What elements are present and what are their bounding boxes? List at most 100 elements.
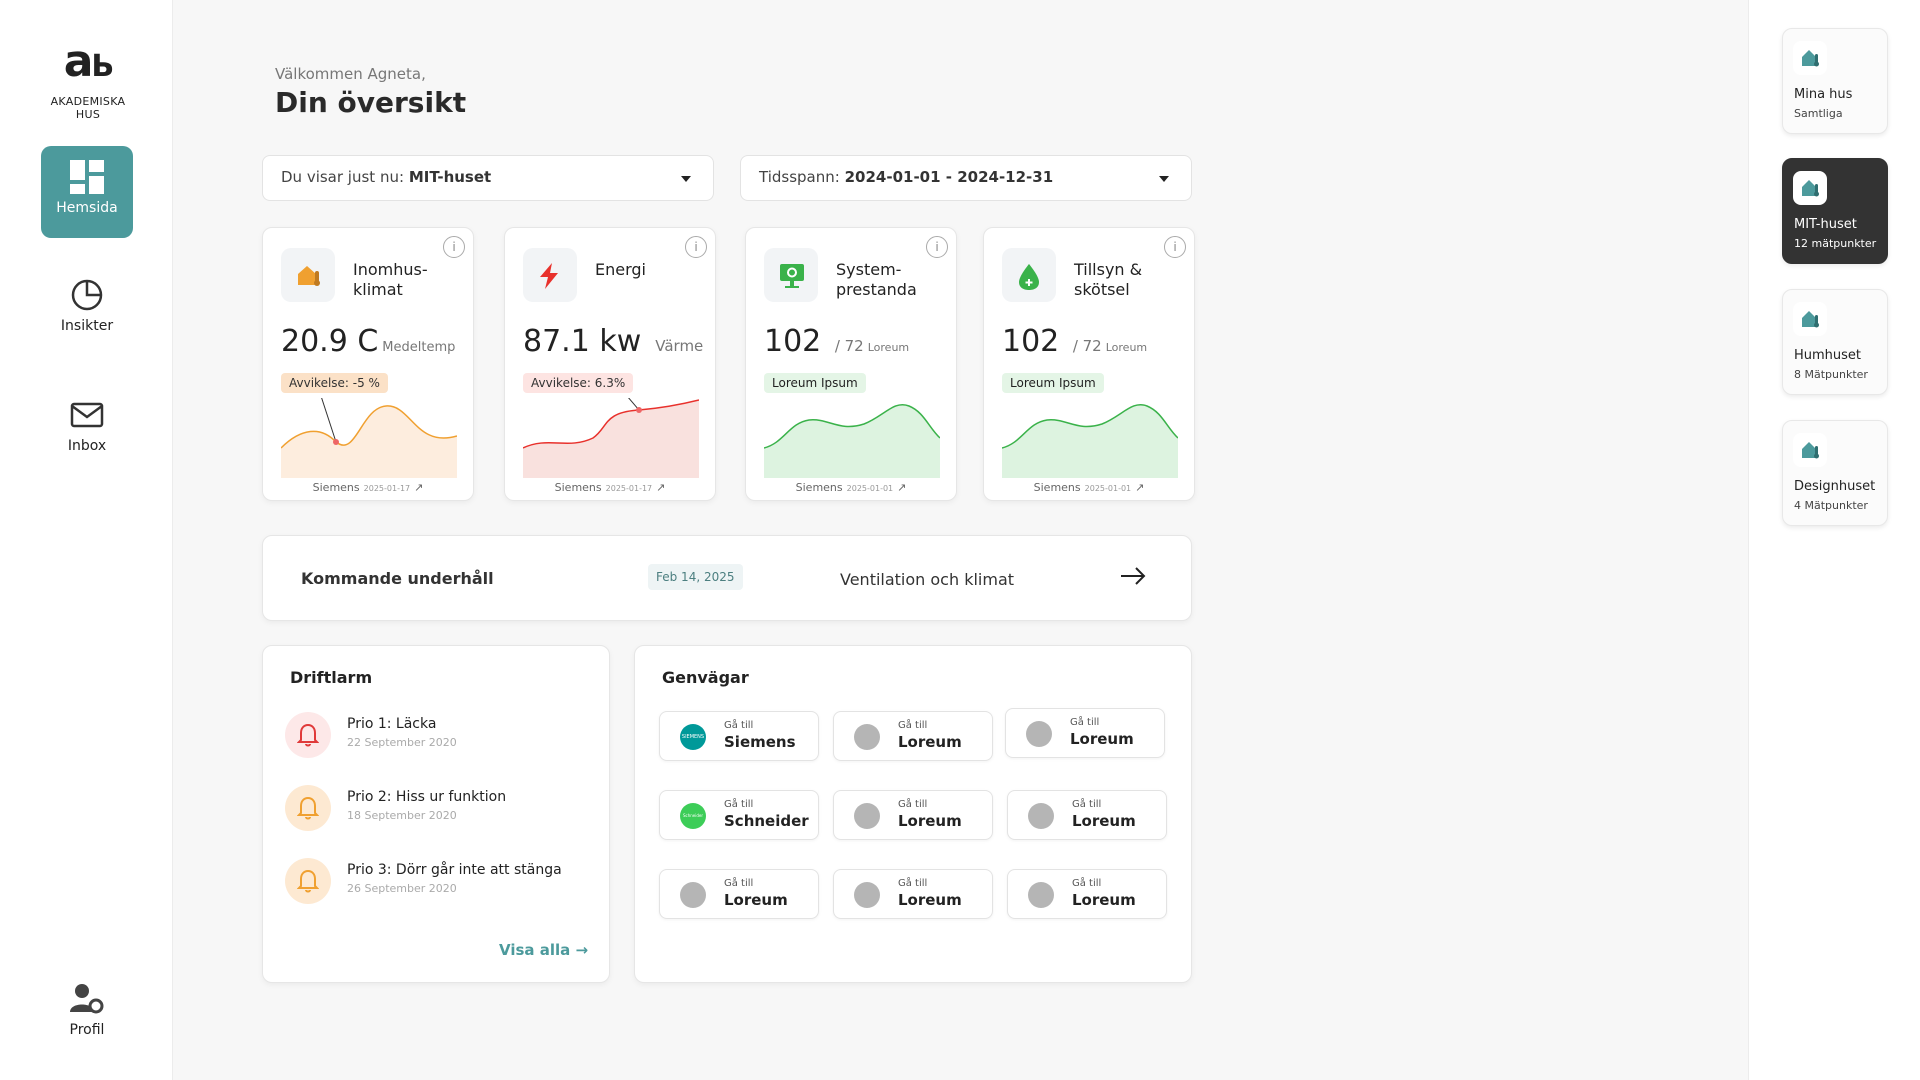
shortcut-goto: Gå till: [1072, 878, 1102, 889]
kpi-value: 20.9 C Medeltemp: [281, 324, 455, 359]
kpi-card-inomhusklimat[interactable]: Inomhus-klimat i 20.9 C Medeltemp Avvikel…: [262, 227, 474, 501]
building-icon-box: [1793, 433, 1827, 467]
info-icon[interactable]: i: [926, 236, 948, 258]
alarms-title: Driftlarm: [290, 668, 373, 687]
shortcut-goto: Gå till: [898, 878, 928, 889]
building-card-mit-huset[interactable]: MIT-huset 12 mätpunkter: [1782, 158, 1888, 264]
shortcut-item[interactable]: Gå till Loreum: [659, 869, 819, 919]
nav-label-hemsida: Hemsida: [56, 200, 118, 216]
alarm-title: Prio 1: Läcka: [347, 716, 437, 732]
alarm-item[interactable]: Prio 3: Dörr går inte att stänga 26 Sept…: [285, 858, 585, 908]
dashboard-icon: [70, 160, 104, 194]
shortcut-item[interactable]: Gå till Loreum: [1005, 708, 1165, 758]
building-sub: 4 Mätpunkter: [1794, 499, 1868, 512]
external-link-icon[interactable]: ↗: [656, 481, 666, 494]
kpi-value: 87.1 kw Värme: [523, 324, 703, 359]
shortcut-name: Loreum: [1072, 891, 1136, 909]
shortcut-name: Loreum: [724, 891, 788, 909]
alarm-date: 26 September 2020: [347, 882, 457, 895]
nav-item-insikter[interactable]: Insikter: [41, 264, 133, 356]
kpi-sparkline: [281, 398, 457, 478]
building-icon-box: [1793, 171, 1827, 205]
info-icon[interactable]: i: [443, 236, 465, 258]
building-value: MIT-huset: [408, 168, 492, 186]
logo[interactable]: aЬ AKADEMISKA HUS: [38, 36, 138, 122]
kpi-unit-small: Loreum: [1105, 341, 1148, 354]
alarm-item[interactable]: Prio 2: Hiss ur funktion 18 September 20…: [285, 785, 585, 835]
siemens-logo-icon: SIEMENS: [680, 724, 706, 750]
shortcut-schneider[interactable]: Schneider Gå till Schneider: [659, 790, 819, 840]
nav-label-profil: Profil: [69, 1022, 105, 1038]
shortcut-item[interactable]: Gå till Loreum: [833, 711, 993, 761]
timespan-dropdown-text: Tidsspann: 2024-01-01 - 2024-12-31: [759, 168, 1053, 186]
mail-icon: [70, 402, 104, 428]
alarm-icon-circle: [285, 712, 331, 758]
info-icon[interactable]: i: [1164, 236, 1186, 258]
nav-item-hemsida[interactable]: Hemsida: [41, 146, 133, 238]
pie-chart-icon: [71, 279, 103, 311]
house-temperature-icon: [1802, 50, 1819, 67]
nav-item-profil[interactable]: Profil: [41, 968, 133, 1060]
chevron-down-icon: [1159, 176, 1169, 182]
shortcut-siemens[interactable]: SIEMENS Gå till Siemens: [659, 711, 819, 761]
building-name: Mina hus: [1794, 87, 1853, 102]
kpi-icon-box: [764, 248, 818, 302]
kpi-icon-box: [523, 248, 577, 302]
placeholder-logo-icon: [1028, 803, 1054, 829]
shortcut-item[interactable]: Gå till Loreum: [833, 869, 993, 919]
building-name: MIT-huset: [1794, 217, 1857, 232]
placeholder-logo-icon: [1026, 721, 1052, 747]
maintenance-card[interactable]: Kommande underhåll Feb 14, 2025 Ventilat…: [262, 535, 1192, 621]
building-sub: 8 Mätpunkter: [1794, 368, 1868, 381]
shortcut-name: Loreum: [898, 891, 962, 909]
kpi-unit-small: Loreum: [867, 341, 910, 354]
arrow-right-icon[interactable]: [1120, 566, 1146, 586]
kpi-card-energi[interactable]: Energi i 87.1 kw Värme Avvikelse: 6.3% Si…: [504, 227, 716, 501]
building-prefix: Du visar just nu:: [281, 168, 405, 186]
shortcut-name: Loreum: [1070, 730, 1134, 748]
shortcut-item[interactable]: Gå till Loreum: [1007, 790, 1167, 840]
kpi-date: 2025-01-01: [1084, 484, 1132, 493]
kpi-unit: / 72: [834, 337, 864, 355]
maintenance-date: Feb 14, 2025: [648, 564, 743, 590]
logo-mark: aЬ: [63, 36, 115, 87]
kpi-card-systemprestanda[interactable]: System-prestanda i 102 / 72 Loreum Loreum…: [745, 227, 957, 501]
kpi-sparkline: [764, 403, 940, 478]
shortcut-goto: Gå till: [724, 878, 754, 889]
page-title: Din översikt: [275, 86, 467, 119]
house-temperature-icon: [1802, 442, 1819, 459]
alarm-date: 18 September 2020: [347, 809, 457, 822]
building-card-humhuset[interactable]: Humhuset 8 Mätpunkter: [1782, 289, 1888, 395]
building-card-mina-hus[interactable]: Mina hus Samtliga: [1782, 28, 1888, 134]
kpi-unit: Värme: [655, 337, 704, 355]
external-link-icon[interactable]: ↗: [1135, 481, 1145, 494]
building-card-designhuset[interactable]: Designhuset 4 Mätpunkter: [1782, 420, 1888, 526]
nav-item-inbox[interactable]: Inbox: [41, 384, 133, 476]
kpi-date: 2025-01-17: [605, 484, 653, 493]
info-icon[interactable]: i: [685, 236, 707, 258]
shortcut-name: Siemens: [724, 733, 796, 751]
status-badge: Loreum Ipsum: [1002, 373, 1104, 393]
shortcut-goto: Gå till: [724, 720, 754, 731]
kpi-icon-box: [281, 248, 335, 302]
show-all-label: Visa alla: [499, 941, 571, 959]
shortcut-goto: Gå till: [1070, 717, 1100, 728]
shortcut-name: Schneider: [724, 812, 809, 830]
kpi-title: Inomhus-klimat: [353, 260, 428, 299]
shortcut-item[interactable]: Gå till Loreum: [833, 790, 993, 840]
shortcut-name: Loreum: [1072, 812, 1136, 830]
alarm-item[interactable]: Prio 1: Läcka 22 September 2020: [285, 712, 585, 762]
external-link-icon[interactable]: ↗: [897, 481, 907, 494]
shortcut-goto: Gå till: [898, 799, 928, 810]
left-sidebar: aЬ AKADEMISKA HUS Hemsida Insikter Inbox: [0, 0, 173, 1080]
kpi-value-number: 102: [764, 324, 822, 359]
timespan-dropdown[interactable]: Tidsspann: 2024-01-01 - 2024-12-31: [740, 155, 1192, 201]
shortcut-item[interactable]: Gå till Loreum: [1007, 869, 1167, 919]
shortcut-name: Loreum: [898, 812, 962, 830]
kpi-card-tillsyn[interactable]: Tillsyn & skötsel i 102 / 72 Loreum Loreu…: [983, 227, 1195, 501]
timespan-prefix: Tidsspann:: [759, 168, 840, 186]
building-dropdown[interactable]: Du visar just nu: MIT-huset: [262, 155, 714, 201]
external-link-icon[interactable]: ↗: [414, 481, 424, 494]
maintenance-label: Kommande underhåll: [301, 569, 494, 588]
show-all-link[interactable]: Visa alla →: [499, 941, 588, 959]
